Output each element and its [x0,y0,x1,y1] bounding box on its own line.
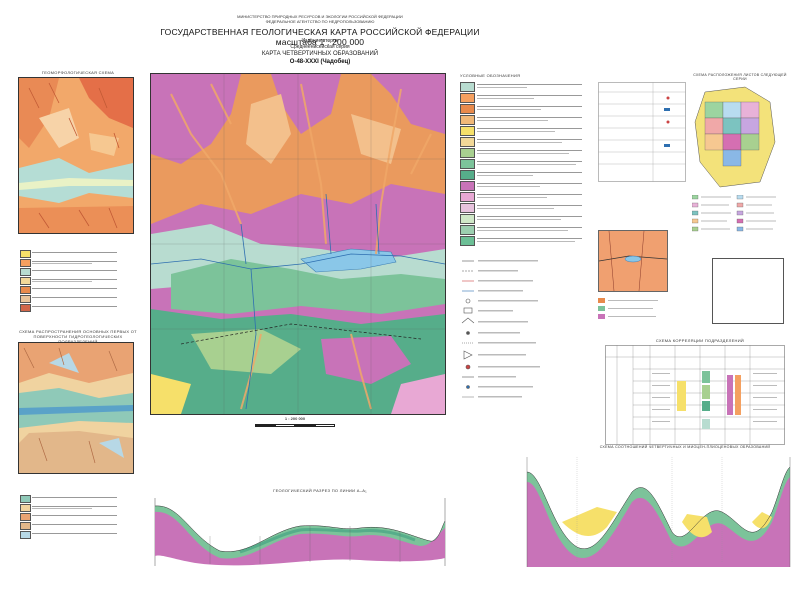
legend-item [460,225,590,235]
index-map-title: СХЕМА РАСПОЛОЖЕНИЯ ЛИСТОВ СЛЕДУЮЩЕЙ СЕРИ… [693,73,787,81]
legend-swatch [460,82,475,92]
legend-item [460,236,590,246]
legend-item [460,181,590,191]
legend-swatch [460,148,475,158]
legend-item [460,170,590,180]
legend-swatch [460,203,475,213]
legend-swatch [460,236,475,246]
geomorph-legend [20,250,135,325]
legend-swatch [460,159,475,169]
legend-item [460,192,590,202]
materials-scheme [712,258,784,324]
legend-swatch [460,126,475,136]
main-geological-map [150,73,446,415]
index-map [690,82,780,192]
ministry-line-2: ФЕДЕРАЛЬНОЕ АГЕНТСТВО ПО НЕДРОПОЛЬЗОВАНИ… [265,19,375,24]
legend-item [460,159,590,169]
legend-item [460,126,590,136]
map-name: КАРТА ЧЕТВЕРТИЧНЫХ ОБРАЗОВАНИЙ [261,51,379,57]
correlation-scheme [522,452,792,577]
geomorph-scheme-title: ГЕОМОРФОЛОГИЧЕСКАЯ СХЕМА [41,70,115,75]
hydro-scheme-title: СХЕМА РАСПРОСТРАНЕНИЯ ОСНОВНЫХ ПЕРВЫХ ОТ… [19,329,137,344]
symbols-table [598,82,686,182]
legend-item [460,137,590,147]
legend-item [460,115,590,125]
legend-swatch [460,115,475,125]
hydro-scheme-map [18,342,134,474]
correlation-scheme-title: СХЕМА СООТНОШЕНИЙ ЧЕТВЕРТИЧНЫХ И МИОЦЕН-… [599,445,771,449]
strat-table [605,345,785,445]
legend-swatch [460,170,475,180]
legend-swatch [460,192,475,202]
tectonic-legend [598,298,666,320]
legend-symbols [460,255,595,415]
hydro-legend [20,495,135,540]
sheet-number: O-48-XXXI (Чадобец) [289,59,351,65]
legend-swatch [460,181,475,191]
scale-bar [255,424,335,427]
legend-title: УСЛОВНЫЕ ОБОЗНАЧЕНИЯ [460,73,521,78]
legend-item [460,148,590,158]
scale-label: 1 : 200 000 [284,416,306,421]
legend-swatch [460,137,475,147]
legend-swatch [460,93,475,103]
cross-section [150,496,450,571]
legend-list [460,82,595,252]
map-title: ГОСУДАРСТВЕННАЯ ГЕОЛОГИЧЕСКАЯ КАРТА РОСС… [160,27,480,47]
strat-table-title: СХЕМА КОРРЕЛЯЦИИ ПОДРАЗДЕЛЕНИЙ [655,338,745,343]
edition-label: Издание второе [301,38,339,44]
tectonic-scheme [598,230,668,292]
series-label: Среднеенисейская серия [290,44,350,50]
cross-section-title: ГЕОЛОГИЧЕСКИЙ РАЗРЕЗ ПО ЛИНИИ А–А₁ [273,488,367,493]
geomorph-scheme-map [18,77,134,234]
ministry-line-1: МИНИСТЕРСТВО ПРИРОДНЫХ РЕСУРСОВ И ЭКОЛОГ… [237,14,403,19]
legend-item [460,93,590,103]
legend-swatch [460,104,475,114]
legend-swatch [460,225,475,235]
legend-item [460,203,590,213]
legend-swatch [460,214,475,224]
index-map-legend [691,194,782,245]
legend-item [460,82,590,92]
legend-item [460,104,590,114]
legend-item [460,214,590,224]
